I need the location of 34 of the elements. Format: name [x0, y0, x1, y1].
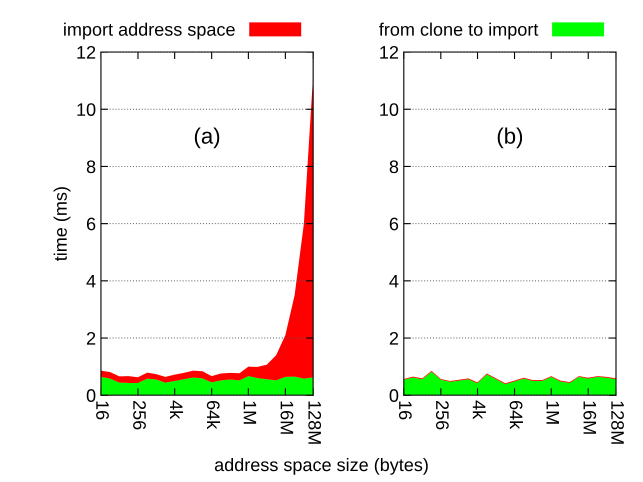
x-tick-label: 16M [583, 401, 596, 434]
y-tick-label: 2 [86, 332, 96, 345]
x-tick-label: 256 [133, 401, 146, 430]
x-tick-label: 1M [244, 401, 256, 424]
y-tick-label: 12 [380, 46, 398, 59]
y-tick-label: 8 [86, 160, 96, 174]
y-tick-label: 0 [390, 389, 398, 402]
y-tick-label: 6 [86, 218, 96, 230]
x-tick-label: 64k [510, 401, 523, 430]
y-tick-label: 6 [390, 218, 398, 230]
x-tick-label: 64k [206, 401, 220, 430]
y-tick-label: 10 [77, 103, 96, 116]
y-tick-label: 12 [77, 46, 96, 59]
x-tick-label: 16M [280, 401, 294, 434]
x-tick-label: 128M [308, 401, 322, 444]
x-tick-label: 128M [611, 401, 624, 444]
y-tick-label: 2 [390, 332, 398, 345]
y-tick-label: 10 [380, 103, 398, 116]
legend-label: from clone to import [379, 22, 538, 40]
x-tick-label: 16 [398, 401, 412, 420]
x-tick-label: 4k [472, 400, 486, 420]
annotation: (a) [194, 127, 220, 148]
y-axis-title: time (ms) [54, 187, 70, 261]
legend-label: import address space [64, 22, 235, 40]
x-tick-label: 1M [546, 401, 559, 424]
y-tick-label: 8 [390, 160, 398, 174]
y-tick-label: 4 [86, 274, 96, 288]
x-tick-label: 256 [436, 401, 449, 430]
y-tick-label: 4 [389, 274, 398, 288]
x-tick-label: 4k [170, 400, 184, 420]
annotation: (b) [498, 127, 522, 148]
x-axis-title: address space size (bytes) [214, 458, 428, 475]
y-tick-label: 0 [86, 389, 96, 402]
x-tick-label: 16 [96, 401, 109, 420]
